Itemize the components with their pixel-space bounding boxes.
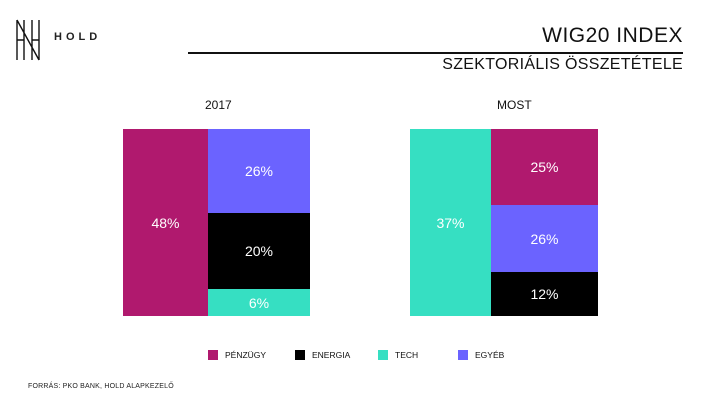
segment-label: 6%: [248, 294, 270, 311]
panel-label-most: MOST: [497, 98, 532, 112]
segment-label: 25%: [530, 159, 559, 175]
segment-2017-energia: 20%: [208, 213, 310, 289]
segment-2017-egyeb: 26%: [208, 129, 310, 213]
legend-item-egyeb: EGYÉB: [458, 350, 504, 360]
logo-text: HOLD: [54, 31, 102, 43]
segment-label: 26%: [530, 230, 559, 247]
segment-label: 26%: [244, 163, 274, 179]
legend-label: EGYÉB: [475, 350, 505, 360]
source-note: FORRÁS: PKO BANK, HOLD ALAPKEZELŐ: [28, 383, 174, 390]
legend-label: ENERGIA: [312, 350, 351, 360]
legend-swatch-energia: [295, 350, 305, 360]
page-title: WIG20 INDEX: [542, 24, 683, 47]
legend-item-energia: ENERGIA: [295, 350, 350, 360]
legend-swatch-penzugy: [208, 350, 218, 360]
legend-item-penzugy: PÉNZÜGY: [208, 350, 266, 360]
segment-most-penzugy: 25%: [491, 129, 598, 205]
segment-label: 48%: [151, 214, 180, 231]
legend-label: PÉNZÜGY: [225, 350, 267, 360]
segment-label: 37%: [436, 214, 465, 231]
page-subtitle: SZEKTORIÁLIS ÖSSZETÉTELE: [442, 56, 683, 73]
title-divider: [188, 52, 683, 54]
segment-label: 12%: [530, 286, 559, 302]
segment-2017-penzugy: 48%: [123, 129, 208, 316]
segment-most-egyeb: 26%: [491, 205, 598, 272]
segment-most-energia: 12%: [491, 272, 598, 316]
legend-item-tech: TECH: [378, 350, 418, 360]
legend-swatch-tech: [378, 350, 388, 360]
segment-most-tech: 37%: [410, 129, 491, 316]
legend-label: TECH: [395, 350, 419, 360]
hold-logo: [16, 19, 40, 61]
segment-2017-tech: 6%: [208, 289, 310, 316]
panel-label-2017: 2017: [205, 98, 232, 112]
segment-label: 20%: [244, 243, 274, 259]
legend-swatch-egyeb: [458, 350, 468, 360]
